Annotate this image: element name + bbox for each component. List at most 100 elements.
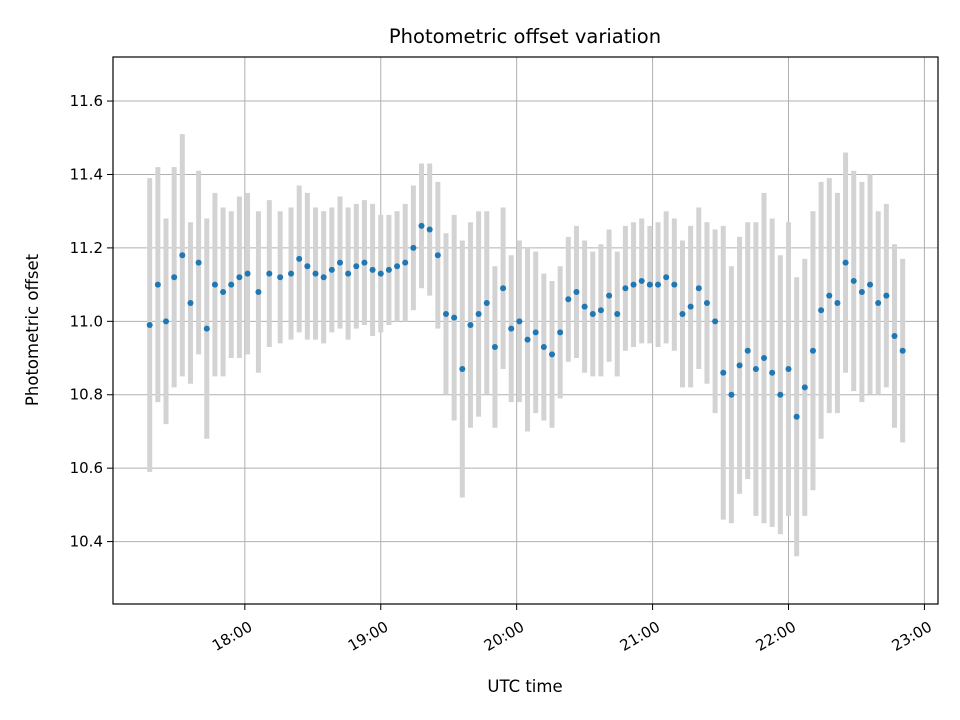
data-point [834,299,841,306]
data-point [203,325,210,332]
data-point [809,347,816,354]
data-point [663,274,670,281]
data-point [687,303,694,310]
data-point [220,288,227,295]
data-point [818,307,825,314]
data-point [679,310,686,317]
data-point [695,285,702,292]
data-point [320,274,327,281]
data-point [277,274,284,281]
data-point [638,277,645,284]
data-point [712,318,719,325]
data-point [377,270,384,277]
data-point [646,281,653,288]
y-tick-label: 10.4 [70,533,103,551]
data-point [540,344,547,351]
data-point [304,263,311,270]
data-point [483,299,490,306]
data-point [385,266,392,273]
data-point [394,263,401,270]
data-point [195,259,202,266]
data-point [369,266,376,273]
data-point [532,329,539,336]
data-point [228,281,235,288]
y-tick-label: 11.0 [70,312,103,330]
data-point [244,270,251,277]
data-point [451,314,458,321]
data-point [434,252,441,259]
y-tick-label: 11.4 [70,165,103,183]
data-point [410,244,417,251]
data-point [581,303,588,310]
data-point [179,252,186,259]
data-point [671,281,678,288]
data-point [655,281,662,288]
y-tick-label: 11.6 [70,92,103,110]
x-axis-title: UTC time [487,677,562,696]
data-point [703,299,710,306]
data-point [842,259,849,266]
data-point [720,369,727,376]
plot-frame [112,56,939,605]
y-axis: 10.4 10.6 10.8 11.0 11.2 11.4 11.6 [70,92,113,551]
data-point [785,366,792,373]
data-point [826,292,833,299]
data-point [565,296,572,303]
data-point [508,325,515,332]
data-point [345,270,352,277]
data-point [288,270,295,277]
data-point [769,369,776,376]
data-point [459,366,466,373]
data-point [573,288,580,295]
data-point [875,299,882,306]
data-point [549,351,556,358]
data-point [752,366,759,373]
data-point [154,281,161,288]
data-point [491,344,498,351]
data-point [336,259,343,266]
data-point [146,321,153,328]
data-point [744,347,751,354]
data-point [899,347,906,354]
data-point [736,362,743,369]
data-point [402,259,409,266]
data-point [426,226,433,233]
data-point [630,281,637,288]
data-point [500,285,507,292]
data-point [589,310,596,317]
data-point [236,274,243,281]
data-point [328,266,335,273]
data-point [475,310,482,317]
data-point [467,321,474,328]
data-point [622,285,629,292]
data-point [614,310,621,317]
data-point [361,259,368,266]
data-point [850,277,857,284]
y-axis-title: Photometric offset [23,253,42,406]
data-point [801,384,808,391]
data-point [418,222,425,229]
chart-title: Photometric offset variation [389,25,661,48]
y-tick-label: 10.6 [70,459,103,477]
y-tick-label: 10.8 [70,386,103,404]
data-point [557,329,564,336]
data-point [211,281,218,288]
data-point [777,391,784,398]
data-point [255,288,262,295]
data-point [867,281,874,288]
data-point [728,391,735,398]
data-point [187,299,194,306]
y-tick-label: 11.2 [70,239,103,257]
data-point [793,413,800,420]
data-point [163,318,170,325]
data-point [266,270,273,277]
data-point [883,292,890,299]
data-point [891,333,898,340]
data-point [516,318,523,325]
data-point [524,336,531,343]
data-points [146,222,906,420]
data-point [858,288,865,295]
data-point [296,255,303,262]
data-point [312,270,319,277]
data-point [442,310,449,317]
